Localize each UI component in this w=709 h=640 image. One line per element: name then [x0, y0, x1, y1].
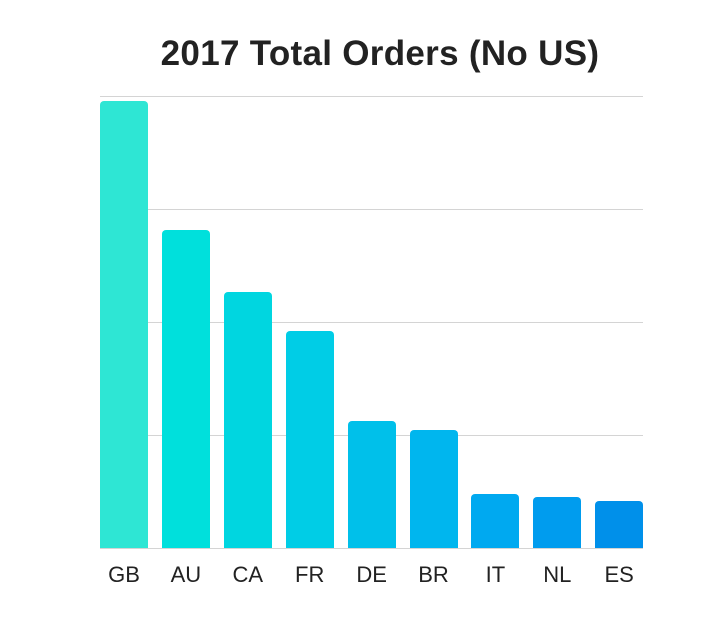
- x-tick-label: IT: [485, 562, 506, 587]
- bar-gb: [100, 100, 148, 548]
- chart-title: 2017 Total Orders (No US): [160, 34, 600, 73]
- gridline: [100, 209, 643, 210]
- x-tick-label: NL: [543, 562, 572, 587]
- x-tick-label: DE: [356, 562, 387, 587]
- bar-nl: [533, 497, 582, 548]
- bar-ca: [223, 291, 272, 548]
- plot-area: [100, 96, 644, 549]
- x-tick-label: GB: [108, 562, 140, 587]
- gridline: [100, 322, 643, 323]
- bar-br: [409, 430, 458, 548]
- bar-au: [161, 230, 210, 548]
- x-tick-label: CA: [232, 562, 264, 587]
- x-tick-label: FR: [295, 562, 325, 587]
- bar-es: [595, 500, 644, 548]
- x-tick-label: ES: [604, 562, 634, 587]
- baseline: [100, 548, 643, 549]
- gridline: [100, 96, 643, 97]
- x-tick-label: AU: [170, 562, 202, 587]
- x-tick-label: BR: [418, 562, 449, 587]
- bar-de: [347, 421, 396, 548]
- bar-fr: [285, 331, 334, 548]
- bar-it: [471, 493, 520, 548]
